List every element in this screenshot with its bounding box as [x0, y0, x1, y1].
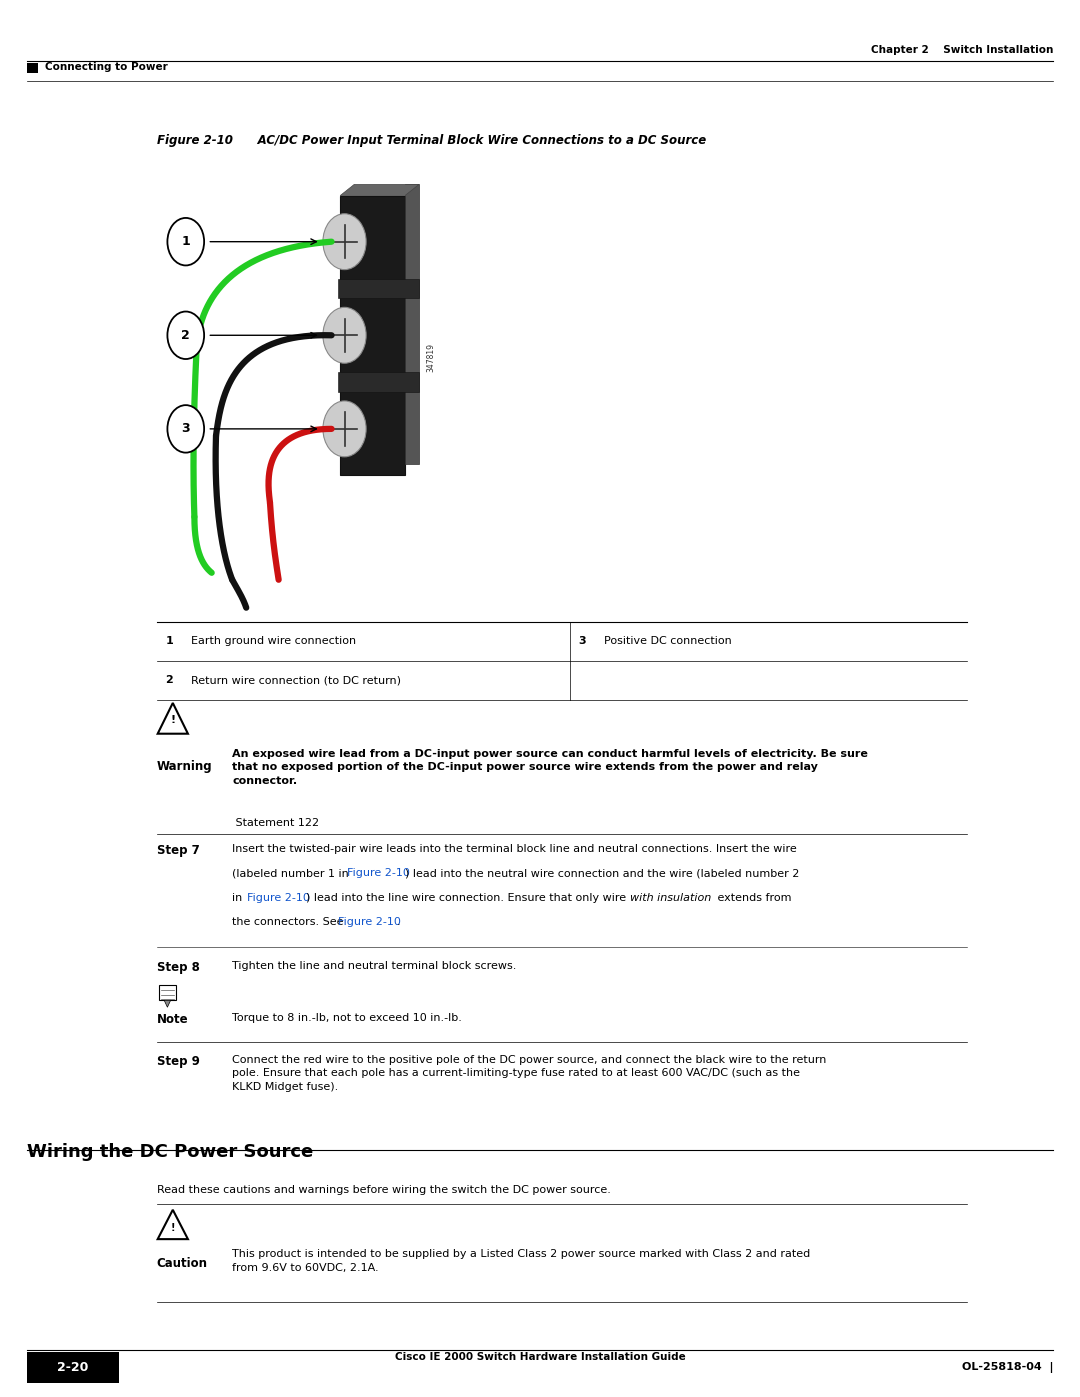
- Text: !: !: [171, 1222, 175, 1234]
- Bar: [338, 372, 419, 391]
- Text: Warning: Warning: [157, 760, 213, 773]
- Text: OL-25818-04  |: OL-25818-04 |: [961, 1362, 1053, 1373]
- Circle shape: [167, 312, 204, 359]
- Text: Caution: Caution: [157, 1257, 207, 1270]
- Text: Figure 2-10: Figure 2-10: [247, 893, 310, 902]
- Text: Read these cautions and warnings before wiring the switch the DC power source.: Read these cautions and warnings before …: [157, 1185, 610, 1194]
- Text: 3: 3: [579, 636, 586, 647]
- Text: Step 8: Step 8: [157, 961, 200, 974]
- Text: Tighten the line and neutral terminal block screws.: Tighten the line and neutral terminal bl…: [232, 961, 516, 971]
- Polygon shape: [340, 184, 419, 196]
- Polygon shape: [158, 1210, 188, 1239]
- Text: 2: 2: [165, 675, 173, 686]
- Polygon shape: [164, 1000, 171, 1007]
- Text: (labeled number 1 in: (labeled number 1 in: [232, 868, 352, 879]
- Text: Connecting to Power: Connecting to Power: [45, 61, 168, 73]
- Text: Chapter 2    Switch Installation: Chapter 2 Switch Installation: [870, 45, 1053, 54]
- Bar: [405, 184, 419, 464]
- Text: Earth ground wire connection: Earth ground wire connection: [191, 636, 356, 647]
- Text: Cisco IE 2000 Switch Hardware Installation Guide: Cisco IE 2000 Switch Hardware Installati…: [394, 1352, 686, 1362]
- Text: Figure 2-10: Figure 2-10: [338, 918, 401, 928]
- Bar: [27, 1352, 119, 1383]
- Text: 1: 1: [165, 636, 173, 647]
- Text: Statement 122: Statement 122: [232, 819, 320, 828]
- Bar: [340, 196, 405, 475]
- Text: An exposed wire lead from a DC-input power source can conduct harmful levels of : An exposed wire lead from a DC-input pow…: [232, 749, 868, 787]
- Text: Positive DC connection: Positive DC connection: [605, 636, 732, 647]
- Polygon shape: [159, 985, 176, 1000]
- Text: in: in: [232, 893, 246, 902]
- Text: Figure 2-10      AC/DC Power Input Terminal Block Wire Connections to a DC Sourc: Figure 2-10 AC/DC Power Input Terminal B…: [157, 134, 706, 147]
- Text: Step 7: Step 7: [157, 844, 200, 856]
- Text: ) lead into the neutral wire connection and the wire (labeled number 2: ) lead into the neutral wire connection …: [405, 868, 799, 879]
- Text: the connectors. See: the connectors. See: [232, 918, 347, 928]
- Text: 1: 1: [181, 235, 190, 249]
- Text: ) lead into the line wire connection. Ensure that only wire: ) lead into the line wire connection. En…: [306, 893, 630, 902]
- Text: Wiring the DC Power Source: Wiring the DC Power Source: [27, 1143, 313, 1161]
- Text: Connect the red wire to the positive pole of the DC power source, and connect th: Connect the red wire to the positive pol…: [232, 1055, 826, 1092]
- Circle shape: [167, 405, 204, 453]
- Text: Return wire connection (to DC return): Return wire connection (to DC return): [191, 675, 401, 686]
- Text: extends from: extends from: [714, 893, 792, 902]
- Text: 2-20: 2-20: [56, 1361, 89, 1375]
- Circle shape: [323, 307, 366, 363]
- Bar: [338, 279, 419, 299]
- Text: This product is intended to be supplied by a Listed Class 2 power source marked : This product is intended to be supplied …: [232, 1249, 810, 1273]
- Text: Figure 2-10: Figure 2-10: [347, 868, 409, 879]
- Text: with insulation: with insulation: [630, 893, 711, 902]
- Circle shape: [323, 214, 366, 270]
- Circle shape: [167, 218, 204, 265]
- Text: !: !: [171, 715, 175, 725]
- Text: Step 9: Step 9: [157, 1055, 200, 1067]
- Circle shape: [323, 401, 366, 457]
- Text: 347819: 347819: [427, 344, 435, 372]
- Bar: [27, 63, 38, 73]
- Text: Insert the twisted-pair wire leads into the terminal block line and neutral conn: Insert the twisted-pair wire leads into …: [232, 844, 797, 854]
- Polygon shape: [158, 703, 188, 733]
- Text: .: .: [396, 918, 400, 928]
- Text: Torque to 8 in.-lb, not to exceed 10 in.-lb.: Torque to 8 in.-lb, not to exceed 10 in.…: [232, 1013, 462, 1023]
- Text: 3: 3: [181, 422, 190, 436]
- Text: 2: 2: [181, 328, 190, 342]
- Text: Note: Note: [157, 1013, 188, 1025]
